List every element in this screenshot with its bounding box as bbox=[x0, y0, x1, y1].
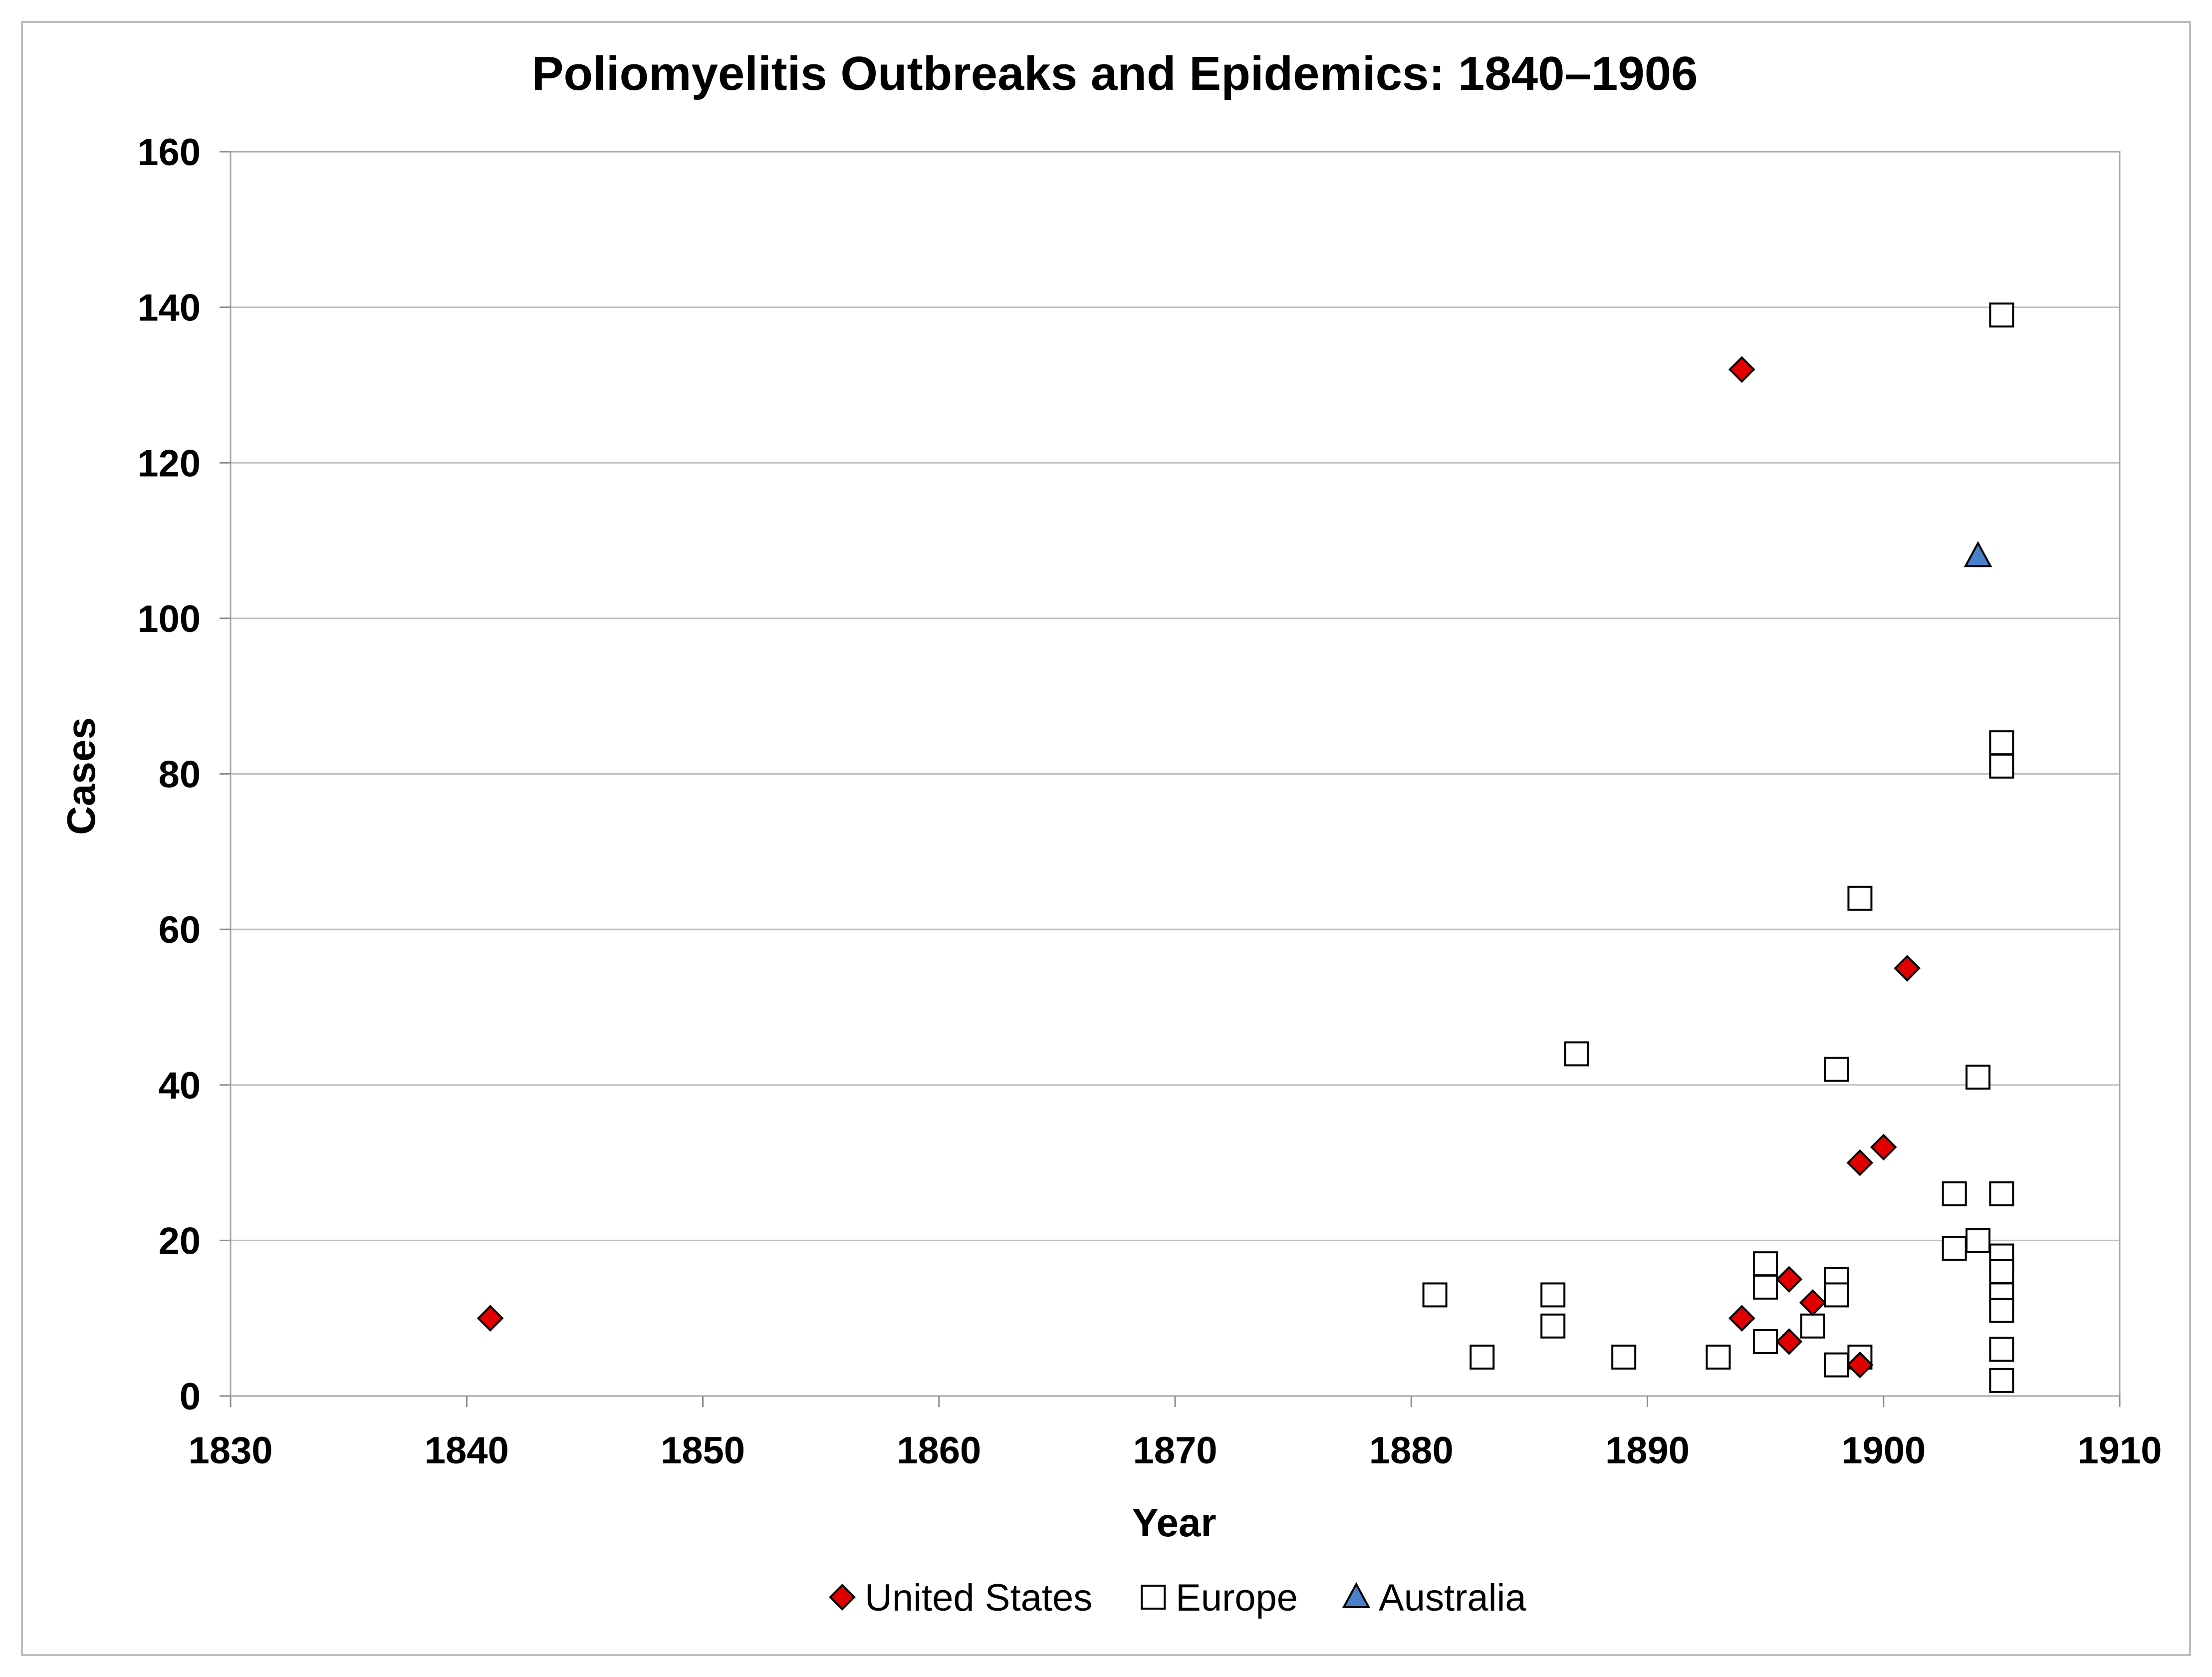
data-point-united-states bbox=[1728, 1305, 1755, 1332]
x-tick-label: 1860 bbox=[897, 1429, 981, 1472]
data-point-europe bbox=[1753, 1274, 1778, 1300]
data-point-europe bbox=[1564, 1041, 1589, 1067]
data-point-united-states bbox=[477, 1305, 504, 1332]
legend-marker-europe bbox=[1141, 1585, 1166, 1610]
data-point-europe bbox=[1824, 1282, 1849, 1308]
y-axis-ticks: 0 20 40 60 80 100 120 140 160 bbox=[137, 131, 231, 1418]
y-tick-label: 80 bbox=[158, 754, 201, 796]
legend-label-united-states: United States bbox=[865, 1577, 1092, 1619]
data-point-europe bbox=[1800, 1313, 1825, 1339]
data-point-europe bbox=[1847, 885, 1873, 911]
y-tick-label: 120 bbox=[137, 442, 201, 485]
y-tick-label: 60 bbox=[158, 909, 201, 951]
y-tick-label: 140 bbox=[137, 287, 201, 329]
data-point-united-states bbox=[1870, 1133, 1897, 1161]
data-point-europe bbox=[1989, 730, 2014, 756]
data-point-europe bbox=[1989, 1298, 2014, 1323]
y-tick-label: 100 bbox=[137, 598, 201, 640]
data-point-europe bbox=[1966, 1228, 1991, 1253]
y-tick-label: 0 bbox=[180, 1376, 201, 1418]
data-point-australia bbox=[1964, 541, 1992, 567]
data-point-united-states bbox=[1846, 1351, 1874, 1379]
data-point-united-states bbox=[1775, 1266, 1803, 1293]
x-tick-label: 1830 bbox=[188, 1429, 272, 1472]
legend-marker-australia bbox=[1342, 1582, 1371, 1608]
data-point-europe bbox=[1989, 1181, 2014, 1206]
x-tick-label: 1890 bbox=[1605, 1429, 1690, 1472]
x-tick-label: 1900 bbox=[1841, 1429, 1926, 1472]
y-tick-label: 40 bbox=[158, 1065, 201, 1107]
data-point-europe bbox=[1989, 1337, 2014, 1362]
data-point-europe bbox=[1824, 1057, 1849, 1082]
legend: United States Europe Australia bbox=[829, 1577, 1526, 1619]
data-point-europe bbox=[1753, 1251, 1778, 1277]
x-axis-ticks: 1830 1840 1850 1860 1870 1880 1890 1900 1910 bbox=[188, 1396, 2162, 1472]
x-axis-label: Year bbox=[1132, 1500, 1216, 1545]
data-point-europe bbox=[1422, 1282, 1448, 1308]
data-point-europe bbox=[1470, 1345, 1495, 1370]
legend-marker-united-states bbox=[829, 1584, 856, 1611]
y-axis-label: Cases bbox=[59, 717, 103, 835]
data-point-europe bbox=[1706, 1345, 1731, 1370]
y-tick-label: 160 bbox=[137, 131, 201, 174]
data-point-europe bbox=[1824, 1352, 1849, 1378]
x-tick-label: 1870 bbox=[1133, 1429, 1217, 1472]
data-points bbox=[477, 302, 2014, 1393]
x-tick-label: 1840 bbox=[425, 1429, 509, 1472]
data-point-united-states bbox=[1799, 1289, 1826, 1316]
data-point-europe bbox=[1540, 1282, 1566, 1308]
data-point-europe bbox=[1611, 1345, 1637, 1370]
legend-label-australia: Australia bbox=[1379, 1577, 1526, 1619]
y-tick-label: 20 bbox=[158, 1220, 201, 1262]
data-point-united-states bbox=[1846, 1149, 1874, 1176]
data-point-united-states bbox=[1894, 955, 1921, 982]
data-point-united-states bbox=[1728, 356, 1755, 383]
data-point-europe bbox=[1989, 1259, 2014, 1284]
data-point-united-states bbox=[1775, 1328, 1803, 1355]
x-tick-label: 1910 bbox=[2077, 1429, 2162, 1472]
data-point-europe bbox=[1989, 753, 2014, 779]
data-point-europe bbox=[1966, 1065, 1991, 1090]
grid-lines bbox=[231, 151, 2120, 1397]
x-tick-label: 1880 bbox=[1369, 1429, 1454, 1472]
x-tick-label: 1850 bbox=[661, 1429, 745, 1472]
data-point-europe bbox=[1989, 1368, 2014, 1393]
data-point-europe bbox=[1753, 1329, 1778, 1354]
chart-title: Poliomyelitis Outbreaks and Epidemics: 1… bbox=[531, 47, 1698, 100]
data-point-europe bbox=[1989, 302, 2014, 328]
chart-frame bbox=[21, 21, 2191, 1656]
data-point-europe bbox=[1942, 1235, 1967, 1261]
legend-label-europe: Europe bbox=[1176, 1577, 1298, 1619]
data-point-europe bbox=[1942, 1181, 1967, 1206]
data-point-europe bbox=[1540, 1313, 1566, 1339]
